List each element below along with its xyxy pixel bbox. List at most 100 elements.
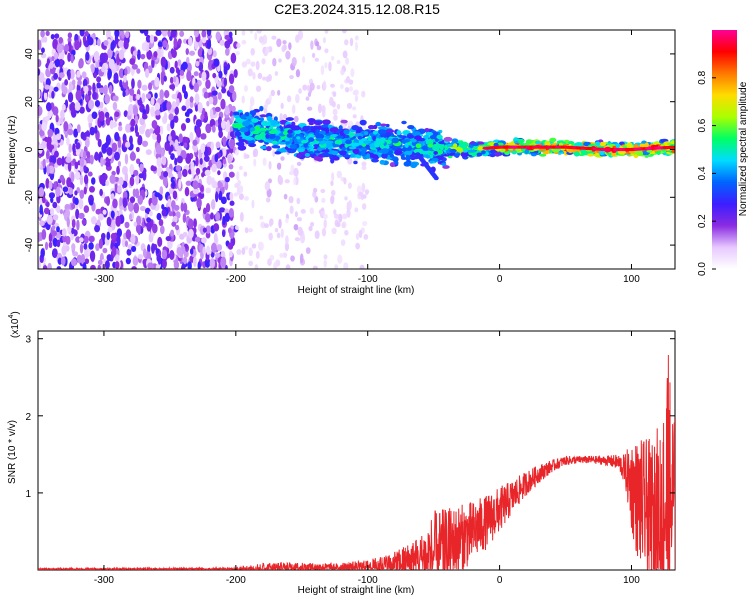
spectrogram-cell [204, 213, 211, 223]
spectrogram-cell [159, 89, 164, 100]
spectrogram-cell [95, 243, 100, 252]
spectrogram-cell [136, 68, 141, 74]
spectrogram-cell [162, 40, 168, 48]
spectrogram-cell [247, 228, 253, 233]
spectrogram-cell [118, 40, 124, 48]
spectrogram-cell [215, 160, 222, 169]
spectrogram-cell [263, 223, 270, 229]
spectrogram-cell [343, 177, 347, 185]
spectrogram-cell [182, 256, 188, 265]
spectrogram-signal-cell [477, 146, 484, 151]
y-tick-label: 2 [25, 412, 31, 423]
spectrogram-cell [106, 254, 112, 262]
spectrogram-cell [48, 165, 55, 174]
spectrogram-cell [198, 72, 202, 79]
spectrogram-signal-cell [365, 153, 371, 159]
spectrogram-cell [168, 113, 174, 121]
spectrogram-signal-cell [396, 129, 402, 136]
spectrogram-cell [117, 160, 122, 167]
spectrogram-cell [160, 56, 167, 68]
spectrogram-cell [55, 114, 59, 123]
spectrogram-cell [93, 72, 97, 79]
x-tick-label: -200 [226, 274, 246, 285]
spectrogram-cell [306, 106, 313, 111]
spectrogram-signal-cell [330, 157, 335, 164]
spectrogram-signal-cell [423, 134, 430, 139]
spectrogram-cell [155, 30, 162, 37]
spectrogram-cell [197, 48, 203, 57]
spectrogram-signal-cell [534, 140, 541, 145]
spectrogram-cell [74, 197, 79, 206]
spectrogram-cell [341, 223, 346, 229]
spectrogram-cell [355, 233, 360, 241]
spectrogram-cell [79, 174, 84, 186]
spectrogram-cell [122, 197, 128, 208]
spectrogram-cell [124, 153, 129, 165]
spectrogram-cell [79, 237, 84, 243]
spectrogram-cell [358, 191, 364, 196]
spectrogram-cell [206, 40, 212, 50]
spectrogram-cell [179, 69, 185, 77]
spectrogram-cell [112, 198, 118, 209]
spectrogram-cell [50, 33, 55, 40]
spectrogram-cell [276, 38, 282, 48]
spectrogram-cell [202, 87, 208, 94]
spectrogram-cell [147, 82, 153, 91]
spectrogram-cell [200, 144, 206, 153]
spectrogram-cell [210, 199, 216, 210]
spectrogram-signal-cell [425, 138, 430, 145]
spectrogram-cell [58, 72, 65, 79]
spectrogram-cell [222, 158, 227, 165]
spectrogram-cell [115, 215, 122, 227]
spectrogram-cell [109, 119, 114, 130]
spectrogram-cell [176, 98, 180, 107]
spectrogram-cell [208, 96, 214, 105]
spectrogram-signal-cell [259, 127, 267, 132]
spectrogram-cell [224, 105, 230, 116]
spectrogram-cell [330, 55, 335, 61]
spectrogram-cell [73, 128, 79, 138]
spectrogram-signal-cell [430, 131, 439, 137]
spectrogram-cell [330, 195, 335, 202]
spectrogram-cell [87, 90, 92, 97]
spectrogram-cell [41, 121, 47, 132]
spectrogram-cell [209, 108, 214, 120]
spectrogram-cell [216, 80, 222, 88]
spectrogram-cell [193, 218, 197, 228]
spectrogram-cell [178, 133, 183, 144]
spectrogram-signal-cell [309, 151, 314, 155]
spectrogram-signal-cell [334, 139, 343, 146]
spectrogram-signal-cell [308, 121, 314, 126]
spectrogram-cell [124, 221, 130, 229]
spectrogram-cell [228, 85, 235, 94]
spectrogram-cell [193, 71, 199, 77]
spectrogram-cell [285, 264, 291, 269]
spectrogram-signal-cell [290, 125, 300, 131]
spectrogram-cell [122, 90, 126, 98]
spectrogram-cell [112, 95, 119, 102]
spectrogram-cell [97, 259, 103, 266]
spectrogram-cell [290, 255, 295, 262]
spectrogram-cell [346, 208, 351, 218]
spectrogram-cell [92, 82, 96, 94]
spectrogram-cell [193, 30, 200, 38]
spectrogram-cell [67, 128, 74, 136]
spectrogram-cell [305, 247, 311, 254]
spectrogram-signal-cell [265, 133, 270, 139]
spectrogram-signal-cell [494, 151, 501, 157]
spectrogram-cell [323, 80, 327, 91]
spectrogram-signal-cell [481, 150, 486, 155]
spectrogram-cell [105, 134, 111, 146]
spectrogram-signal-cell [372, 124, 378, 130]
spectrogram-cell [191, 166, 195, 177]
spectrogram-cell [193, 82, 199, 93]
spectrogram-signal-cell [304, 152, 310, 158]
spectrogram-cell [38, 89, 41, 99]
spectrogram-cell [239, 165, 243, 171]
spectrogram-cell [203, 155, 210, 162]
x-tick-label: 100 [623, 575, 640, 586]
spectrogram-cell [261, 58, 266, 65]
spectrogram-cell [79, 243, 84, 254]
spectrogram-cell [220, 98, 226, 110]
colorbar: 0.0 0.2 0.4 0.6 0.8 Normalized spectral ampl… [697, 30, 749, 276]
